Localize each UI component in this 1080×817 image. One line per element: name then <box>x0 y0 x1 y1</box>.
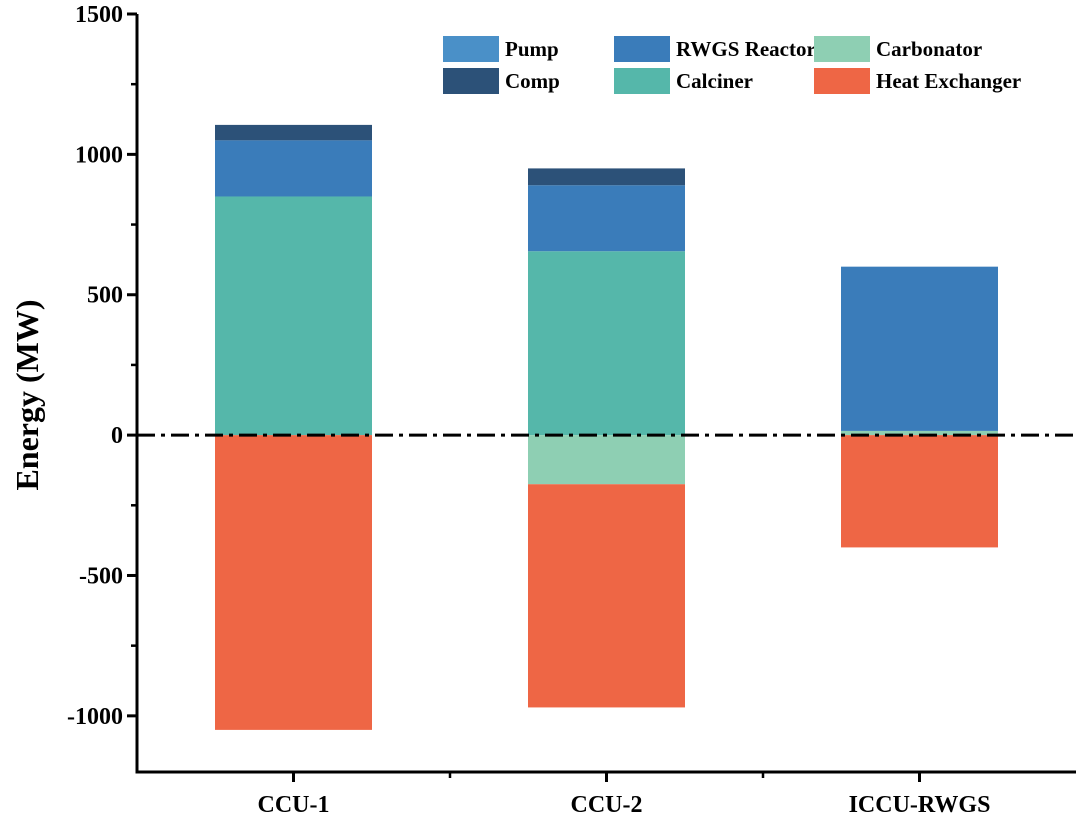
bar-ccu-1-heat-exchanger <box>215 435 372 730</box>
y-tick-label: -500 <box>79 563 123 589</box>
bar-iccu-rwgs-rwgs-reactor <box>841 266 998 431</box>
x-tick-label-iccu-rwgs: ICCU-RWGS <box>849 792 991 817</box>
bars-layer <box>215 124 998 730</box>
bar-ccu-2-heat-exchanger <box>528 484 685 708</box>
bar-iccu-rwgs-heat-exchanger <box>841 435 998 548</box>
bar-ccu-1-calciner <box>215 196 372 436</box>
y-tick-label: 0 <box>111 423 123 449</box>
bar-ccu-1-rwgs-reactor <box>215 140 372 197</box>
ticks-layer: 1500 1000 500 0 -500 -1000 CCU-1 CCU-2 ICCU-RWGS <box>67 2 990 817</box>
bar-ccu-2-rwgs-reactor <box>528 185 685 252</box>
bar-ccu-2-carbonator <box>528 435 685 485</box>
legend-label-pump: Pump <box>505 37 559 61</box>
legend-swatch-comp <box>443 68 499 94</box>
legend-swatch-rwgs-reactor <box>614 36 670 62</box>
legend-swatch-calciner <box>614 68 670 94</box>
bar-ccu-1-comp <box>215 124 372 141</box>
bar-ccu-2-comp <box>528 168 685 186</box>
y-tick-label: 1500 <box>75 2 123 28</box>
y-axis-title: Energy (MW) <box>9 299 45 490</box>
legend-label-comp: Comp <box>505 69 560 93</box>
y-tick-label: 500 <box>87 283 123 309</box>
legend-swatch-pump <box>443 36 499 62</box>
legend-swatch-heat-exchanger <box>814 68 870 94</box>
legend-label-heat-exchanger: Heat Exchanger <box>876 69 1021 93</box>
y-tick-label: 1000 <box>75 142 123 168</box>
bar-iccu-rwgs-carbonator <box>841 430 998 436</box>
bar-ccu-2-calciner <box>528 251 685 436</box>
legend-swatch-carbonator <box>814 36 870 62</box>
x-tick-label-ccu-2: CCU-2 <box>571 792 643 817</box>
legend: Pump RWGS Reactor Carbonator Comp Calciner He… <box>443 36 1021 94</box>
y-tick-label: -1000 <box>67 704 123 730</box>
legend-label-carbonator: Carbonator <box>876 37 982 61</box>
x-tick-label-ccu-1: CCU-1 <box>258 792 330 817</box>
legend-label-calciner: Calciner <box>676 69 753 93</box>
legend-label-rwgs-reactor: RWGS Reactor <box>676 37 816 61</box>
